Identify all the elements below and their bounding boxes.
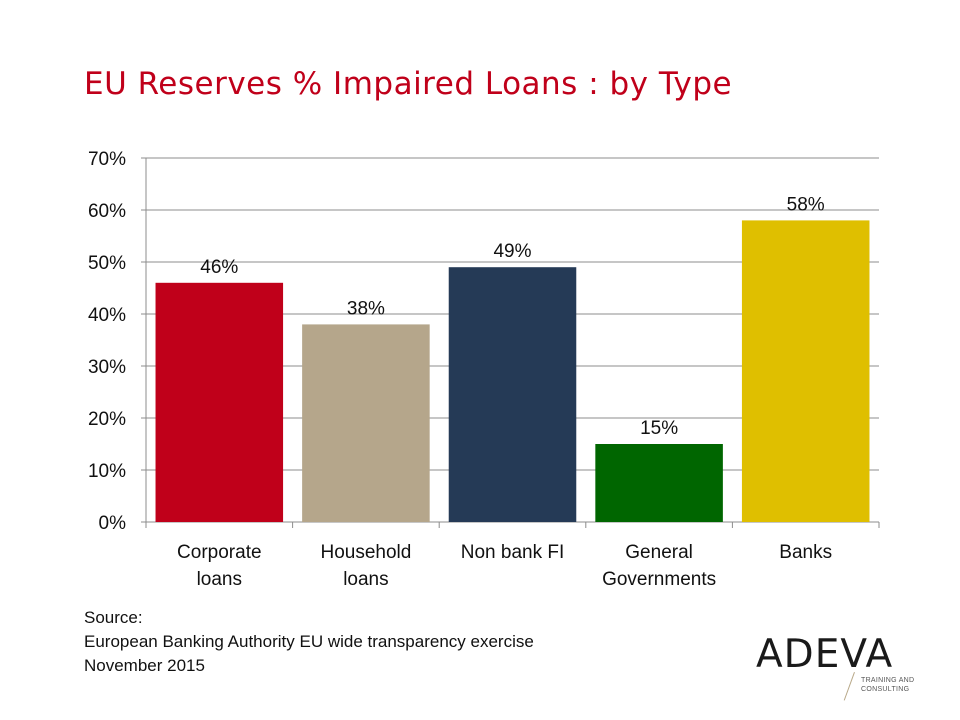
y-tick-label: 60%: [88, 201, 126, 222]
bar: [595, 444, 723, 522]
data-label: 49%: [493, 241, 531, 262]
logo-wordmark: ADEVA: [756, 632, 894, 677]
source-note: Source: European Banking Authority EU wi…: [84, 606, 534, 678]
x-tick-label: loans: [197, 569, 242, 590]
y-tick-label: 50%: [88, 253, 126, 274]
y-tick-label: 10%: [88, 461, 126, 482]
x-tick-label: General: [625, 542, 693, 563]
x-tick-label: Corporate: [177, 542, 262, 563]
y-tick-label: 70%: [88, 149, 126, 170]
data-label: 46%: [200, 257, 238, 278]
source-line: November 2015: [84, 656, 205, 675]
bar: [741, 220, 870, 522]
chart-title: EU Reserves % Impaired Loans : by Type: [84, 66, 733, 102]
x-tick-label: Governments: [602, 569, 716, 590]
adeva-logo: ADEVA TRAINING AND CONSULTING: [756, 632, 926, 702]
x-tick-label: Banks: [779, 542, 832, 563]
bar: [155, 282, 284, 522]
data-label: 38%: [347, 298, 385, 319]
x-tick-label: loans: [343, 569, 388, 590]
x-tick-label: Household: [320, 542, 411, 563]
logo-tagline: TRAINING AND CONSULTING: [861, 676, 914, 694]
data-label: 58%: [787, 194, 825, 215]
source-line: Source:: [84, 608, 143, 627]
bar: [448, 267, 577, 522]
source-line: European Banking Authority EU wide trans…: [84, 632, 534, 651]
data-label: 15%: [640, 418, 678, 439]
logo-tagline-line: TRAINING AND: [861, 677, 915, 684]
logo-tagline-line: CONSULTING: [861, 686, 910, 693]
y-tick-label: 20%: [88, 409, 126, 430]
y-tick-label: 40%: [88, 305, 126, 326]
x-tick-label: Non bank FI: [461, 542, 565, 563]
y-tick-label: 30%: [88, 357, 126, 378]
y-tick-label: 0%: [99, 513, 127, 534]
bar: [302, 324, 430, 522]
